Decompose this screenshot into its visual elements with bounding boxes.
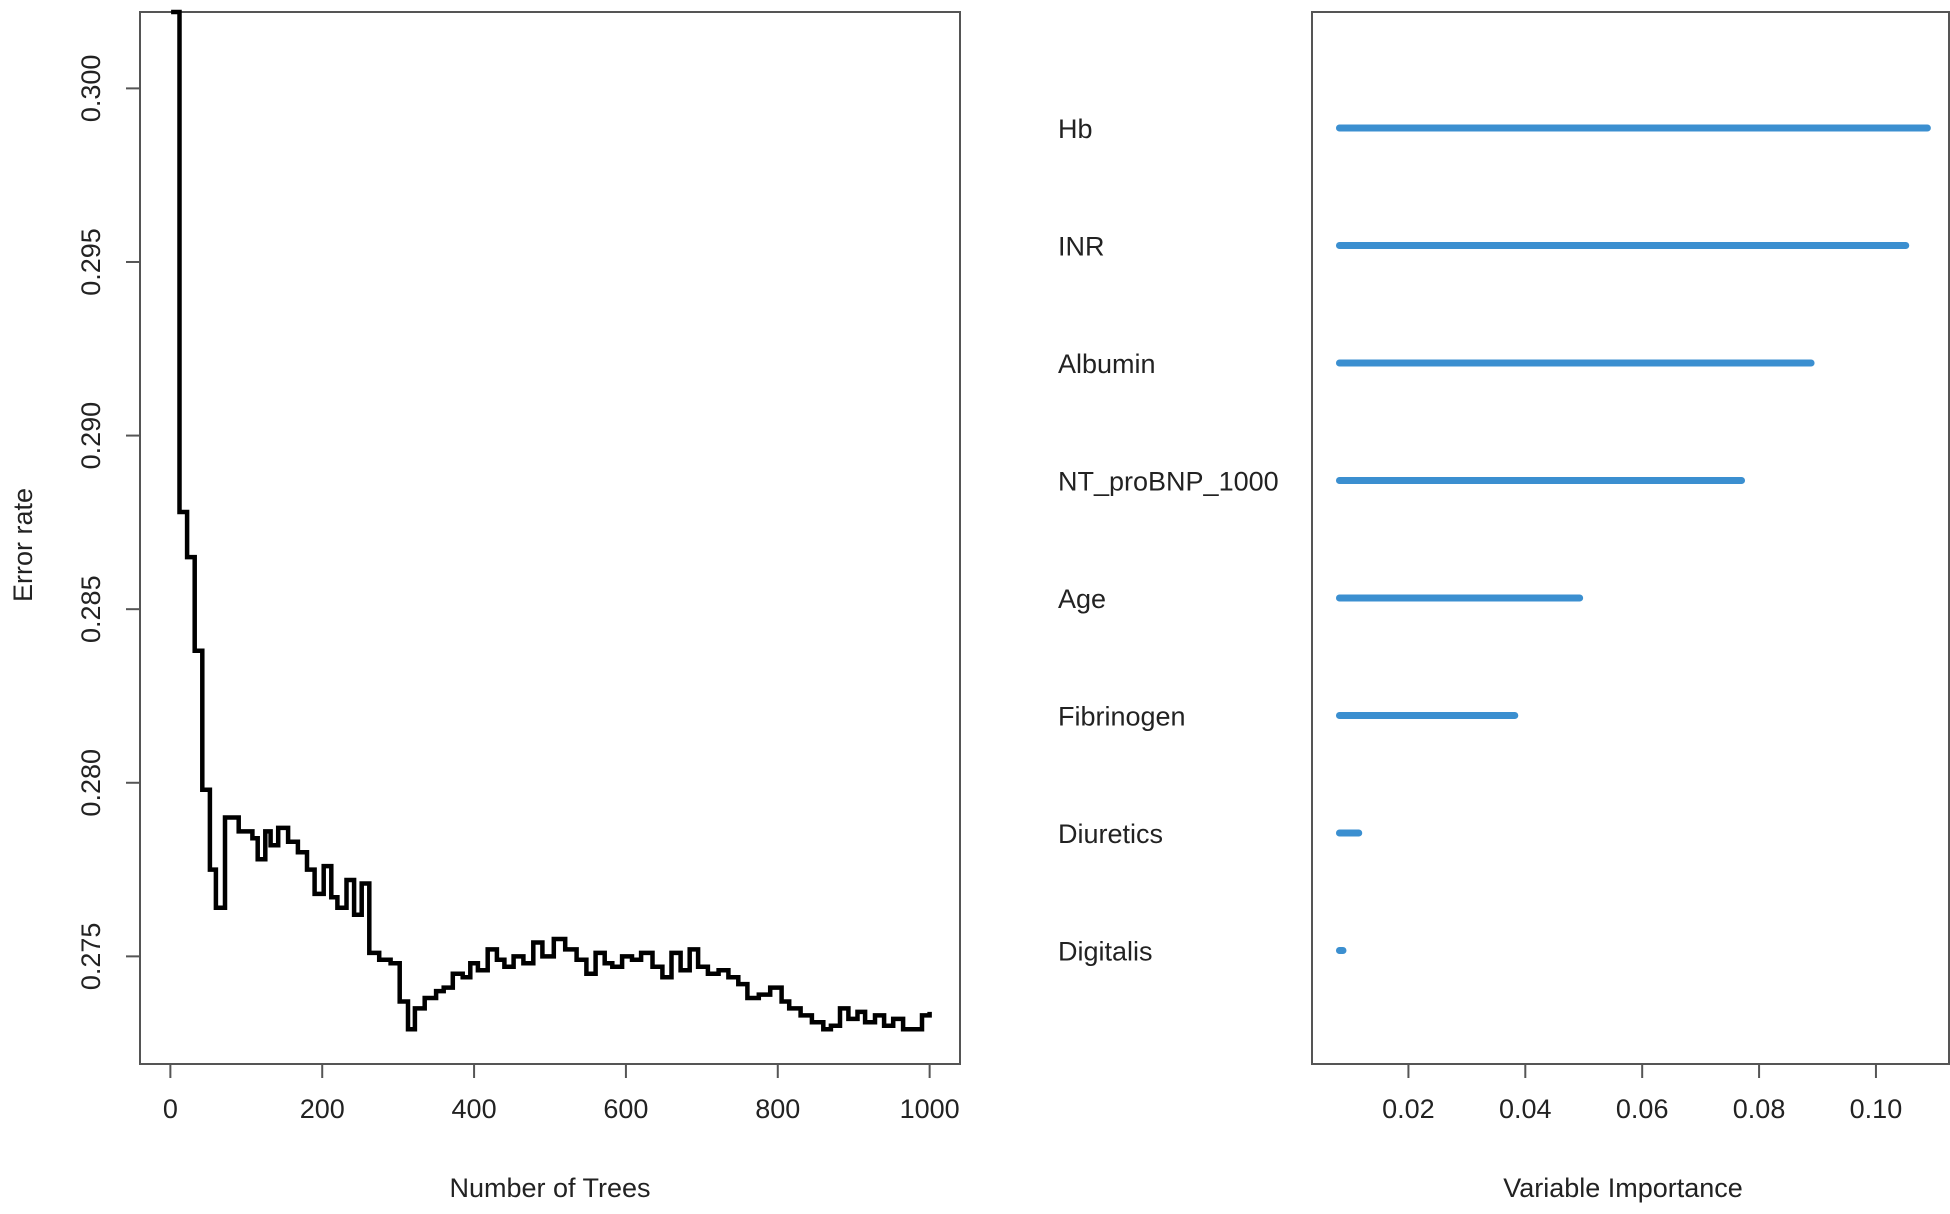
error-rate-y-axis-label: Error rate [8,488,38,602]
error-rate-y-tick-label: 0.285 [76,575,106,643]
importance-x-tick-label: 0.06 [1616,1094,1669,1124]
importance-x-tick-label: 0.02 [1382,1094,1435,1124]
importance-x-tick-label: 0.10 [1850,1094,1903,1124]
error-rate-panel: 0 200 400 600 800 1000 0.2750.2800.2850.2900.… [8,9,961,1203]
variable-importance-plot-frame [1311,11,1950,1065]
error-rate-x-tick-label: 400 [452,1094,497,1124]
category-label: Age [1058,584,1106,614]
error-rate-x-axis: 0 200 400 600 800 1000 [163,1063,960,1124]
category-label: Diuretics [1058,819,1163,849]
variable-importance-x-axis: 0.02 0.04 0.06 0.08 0.10 [1382,1063,1903,1124]
category-label: INR [1058,232,1105,262]
variable-importance-bars [1335,124,1931,954]
variable-importance-x-axis-label: Variable Importance [1503,1173,1743,1203]
error-rate-y-tick-label: 0.290 [76,402,106,470]
category-label: NT_proBNP_1000 [1058,467,1279,497]
error-rate-y-tick-label: 0.275 [76,923,106,991]
error-rate-x-tick-label: 200 [300,1094,345,1124]
error-rate-plot-frame [139,11,961,1065]
variable-importance-panel: 0.02 0.04 0.06 0.08 0.10 Hb INR Albumin NT_proB… [1058,11,1950,1203]
variable-importance-category-labels: Hb INR Albumin NT_proBNP_1000 Age Fibrinogen D… [1058,114,1279,967]
importance-x-tick-label: 0.04 [1499,1094,1552,1124]
error-rate-y-tick-label: 0.295 [76,228,106,296]
category-label: Fibrinogen [1058,702,1186,732]
importance-x-tick-label: 0.08 [1733,1094,1786,1124]
category-label: Digitalis [1058,937,1153,967]
error-rate-line [171,9,932,1032]
error-rate-x-tick-label: 0 [163,1094,178,1124]
category-label: Hb [1058,114,1093,144]
error-rate-x-tick-label: 1000 [900,1094,960,1124]
error-rate-x-tick-label: 600 [603,1094,648,1124]
error-rate-y-axis: 0.275 0.280 0.285 0.290 0.295 0.300 [76,55,140,991]
error-rate-y-tick-label: 0.280 [76,749,106,817]
category-label: Albumin [1058,349,1156,379]
error-rate-y-tick-label: 0.300 [76,55,106,123]
error-rate-x-tick-label: 800 [755,1094,800,1124]
error-rate-x-axis-label: Number of Trees [449,1173,650,1203]
